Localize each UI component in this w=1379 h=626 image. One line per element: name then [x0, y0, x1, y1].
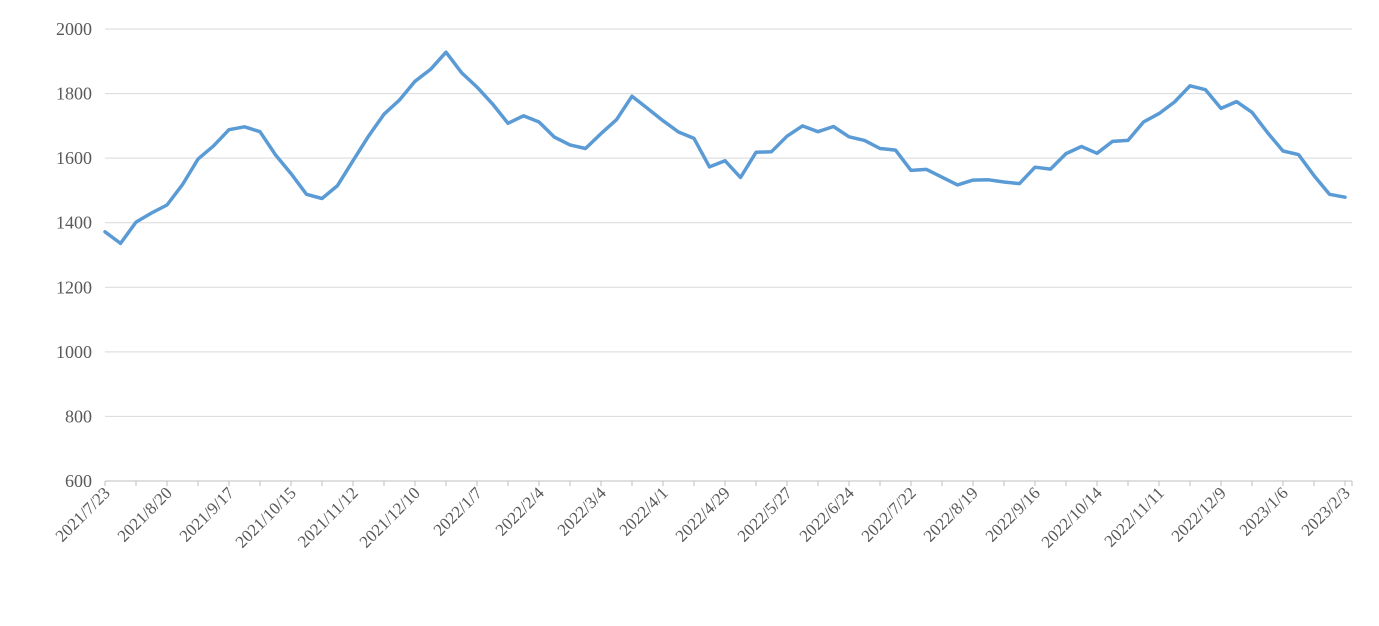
- x-axis-tick-label: 2022/4/1: [616, 483, 672, 539]
- x-axis-tick-label: 2021/8/20: [114, 483, 176, 545]
- y-axis-tick-label: 1200: [56, 277, 92, 297]
- x-axis-tick-label: 2021/12/10: [356, 483, 424, 551]
- y-axis-tick-label: 600: [65, 471, 92, 491]
- x-axis-tick-label: 2022/1/7: [430, 483, 487, 540]
- x-axis-ticks: [104, 481, 1353, 486]
- x-axis-tick-label: 2021/9/17: [176, 483, 239, 546]
- x-axis-tick-label: 2022/4/29: [672, 483, 734, 545]
- y-axis-tick-label: 1000: [56, 342, 92, 362]
- y-axis-tick-label: 2000: [56, 19, 92, 39]
- x-axis-tick-label: 2021/11/12: [294, 483, 362, 551]
- data-series-line: [103, 50, 1347, 246]
- x-axis-tick-label: 2022/8/19: [920, 483, 982, 545]
- y-axis-tick-label: 1400: [56, 213, 92, 233]
- gridlines: [105, 28, 1352, 482]
- x-axis-labels: 2021/7/23 2021/8/20 2021/9/172021/10/15202…: [52, 483, 1354, 552]
- x-axis-tick-label: 2021/7/23: [52, 483, 114, 545]
- x-axis-tick-label: 2022/5/27: [734, 483, 797, 546]
- x-axis-tick-label: 2022/10/14: [1038, 483, 1107, 552]
- y-axis-tick-label: 1800: [56, 84, 92, 104]
- x-axis-tick-label: 2022/6/24: [796, 483, 859, 546]
- x-axis-tick-label: 2023/1/6: [1236, 483, 1292, 539]
- x-axis-tick-label: 2022/12/9: [1168, 483, 1230, 545]
- x-axis-tick-label: 2022/7/22: [858, 483, 920, 545]
- x-axis-tick-label: 2023/2/3: [1298, 483, 1354, 539]
- x-axis-tick-label: 2022/3/4: [554, 483, 611, 540]
- x-axis-tick-label: 2022/2/4: [492, 483, 549, 540]
- y-axis-tick-label: 800: [65, 406, 92, 426]
- x-axis-tick-label: 2021/10/15: [232, 483, 300, 551]
- y-axis-labels: 600 800 1000 1200 1400 1600 1800 2000: [56, 19, 92, 491]
- y-axis-tick-label: 1600: [56, 148, 92, 168]
- x-axis-tick-label: 2022/9/16: [982, 483, 1044, 545]
- x-axis-tick-label: 2022/11/11: [1101, 483, 1168, 550]
